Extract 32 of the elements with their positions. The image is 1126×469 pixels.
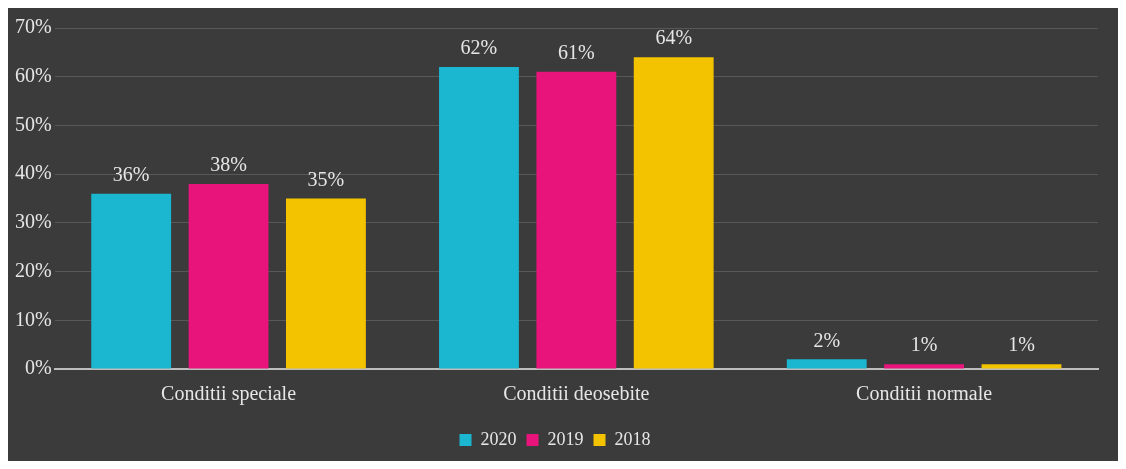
bar: [439, 66, 519, 369]
data-label: 1%: [1008, 333, 1035, 356]
y-tick-label: 0%: [24, 356, 52, 379]
bar: [536, 71, 617, 369]
bar: [286, 198, 366, 369]
data-label: 36%: [112, 162, 150, 185]
data-label: 38%: [210, 153, 247, 176]
bar: [884, 364, 965, 369]
bar: [91, 193, 172, 369]
y-tick-label: 70%: [14, 15, 52, 38]
x-tick-label: Conditii normale: [856, 382, 993, 405]
bar: [981, 364, 1062, 369]
data-label: 1%: [910, 333, 938, 356]
y-tick-label: 20%: [14, 258, 52, 281]
y-tick-label: 50%: [14, 112, 52, 135]
legend-label: 2019: [547, 428, 584, 449]
data-label: 62%: [460, 36, 498, 59]
bar: [188, 183, 269, 369]
y-tick-label: 30%: [14, 210, 52, 233]
data-label: 64%: [655, 26, 693, 49]
x-tick-label: Conditii deosebite: [503, 382, 650, 405]
bar: [633, 57, 714, 369]
data-label: 35%: [307, 167, 345, 190]
y-tick-label: 10%: [14, 307, 52, 330]
y-tick-label: 60%: [14, 63, 52, 86]
legend-label: 2020: [480, 428, 517, 449]
x-tick-label: Conditii speciale: [161, 382, 297, 406]
legend-label: 2018: [614, 428, 651, 449]
data-label: 2%: [813, 328, 841, 351]
y-tick-label: 40%: [14, 161, 52, 184]
data-label: 61%: [557, 41, 595, 64]
bar: [786, 359, 867, 369]
